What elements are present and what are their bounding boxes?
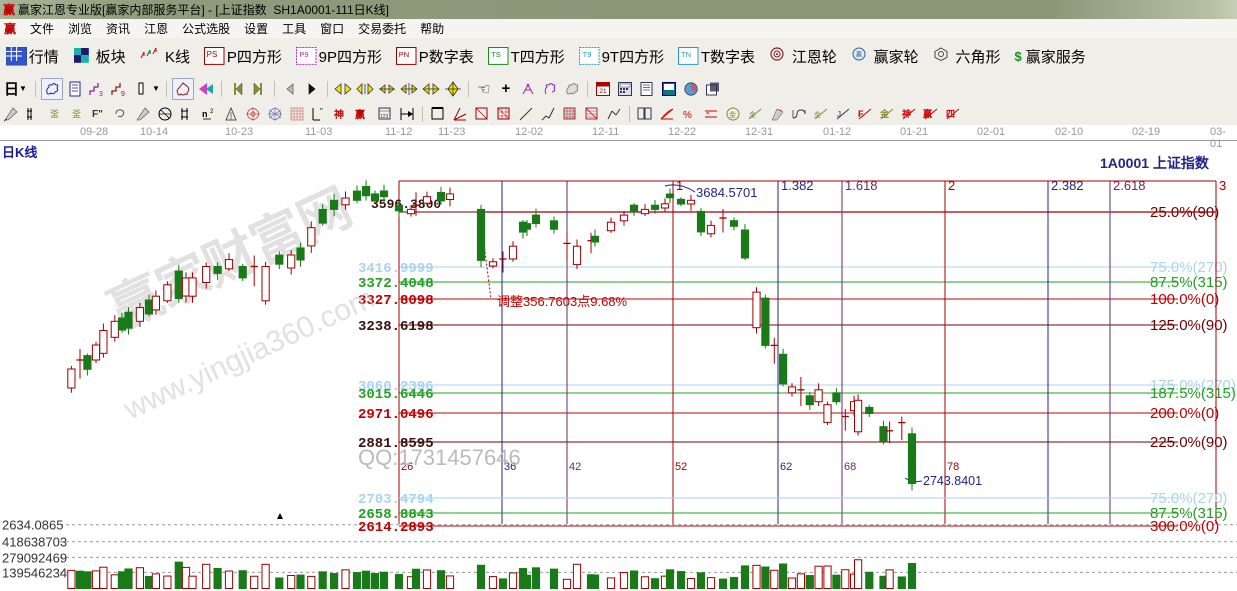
svg-text:279092469: 279092469 xyxy=(2,550,67,565)
svg-text:139546234: 139546234 xyxy=(2,565,67,580)
svg-text:300.0%(0): 300.0%(0) xyxy=(1150,518,1219,535)
svg-text:2703.4794: 2703.4794 xyxy=(358,492,434,508)
svg-text:2634.0865: 2634.0865 xyxy=(2,518,63,533)
svg-text:418638703: 418638703 xyxy=(2,535,67,550)
svg-text:2614.2893: 2614.2893 xyxy=(358,520,434,536)
